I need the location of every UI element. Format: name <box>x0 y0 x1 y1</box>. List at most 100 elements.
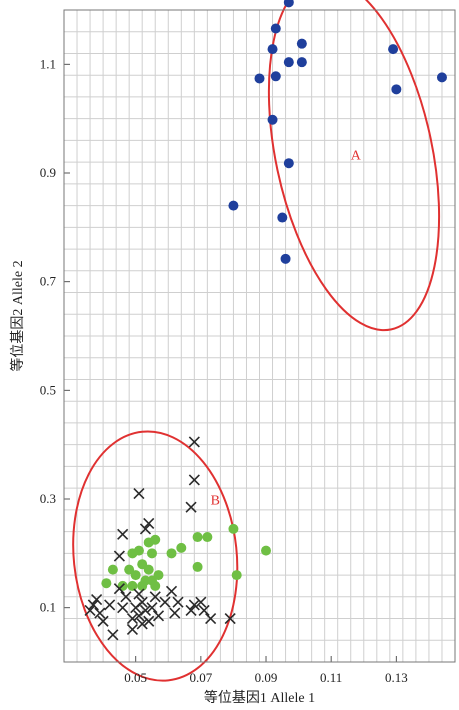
point-black-x <box>94 607 106 619</box>
point-blue <box>388 44 399 55</box>
point-black-x <box>139 523 152 535</box>
y-tick-label: 1.1 <box>40 56 56 71</box>
point-black-x <box>143 517 155 530</box>
point-blue <box>436 72 447 83</box>
x-tick-label: 0.09 <box>255 670 278 685</box>
point-green <box>153 570 164 581</box>
point-blue <box>267 44 278 55</box>
x-axis-label: 等位基因1 Allele 1 <box>204 689 315 706</box>
point-black-x-stroke <box>139 604 152 616</box>
point-green <box>127 580 138 591</box>
point-blue <box>296 57 307 68</box>
point-black-x-stroke <box>87 599 99 611</box>
point-green <box>107 564 118 575</box>
point-black-x-stroke <box>169 607 181 619</box>
point-black-x-stroke <box>94 607 106 619</box>
point-black-x <box>143 615 155 627</box>
point-black-x-stroke <box>113 550 125 562</box>
point-black-x <box>84 604 96 616</box>
point-blue <box>391 84 402 95</box>
point-blue <box>280 253 291 264</box>
point-blue <box>283 57 294 68</box>
point-black-x <box>104 599 116 611</box>
point-black-x-stroke <box>126 623 138 635</box>
point-black-x <box>159 596 171 608</box>
point-black-x <box>117 528 129 540</box>
point-black-x <box>195 596 207 608</box>
point-green <box>127 548 138 559</box>
point-black-x-stroke <box>188 599 200 611</box>
point-green <box>176 542 187 553</box>
axis-ticks: 0.05 0.07 0.09 0.11 0.13 0.1 0.3 0.5 0.7 0.9 1.1 <box>40 56 408 685</box>
point-black-x-stroke <box>172 596 184 608</box>
point-black-x <box>136 596 148 608</box>
x-tick-label: 0.05 <box>124 670 147 685</box>
point-black-x-stroke <box>91 593 103 606</box>
point-blue <box>270 71 281 82</box>
point-black-x <box>152 610 165 622</box>
point-black-x <box>224 612 236 625</box>
point-black-x <box>117 602 129 614</box>
point-blue <box>270 23 281 34</box>
y-tick-label: 0.5 <box>40 382 56 397</box>
point-black-x-stroke <box>133 588 145 600</box>
point-blue <box>283 158 294 169</box>
point-black-x <box>185 604 197 616</box>
point-black-x-stroke <box>117 602 129 614</box>
point-blue <box>228 200 239 211</box>
point-black-x <box>146 602 158 614</box>
point-black-x-stroke <box>198 604 210 616</box>
y-tick-label: 0.7 <box>40 274 57 289</box>
cluster-a-ellipse <box>267 0 441 332</box>
x-tick-label: 0.13 <box>385 670 408 685</box>
point-black-x <box>97 615 109 627</box>
point-black-x-stroke <box>149 591 161 603</box>
point-green <box>192 532 203 543</box>
point-black-x <box>149 591 161 603</box>
point-black-x <box>87 599 99 611</box>
point-black-x <box>185 501 197 513</box>
point-black-x-stroke <box>185 501 197 513</box>
point-green <box>146 548 157 559</box>
point-black-x-stroke <box>205 612 217 625</box>
point-black-x-stroke <box>185 604 197 616</box>
point-black-x-stroke <box>159 596 171 608</box>
point-black-x-stroke <box>146 602 158 614</box>
point-black-x <box>91 593 103 606</box>
point-black-x-stroke <box>188 474 200 486</box>
point-blue <box>254 73 265 84</box>
point-green <box>101 578 112 589</box>
point-green <box>150 534 161 545</box>
point-black-x <box>188 474 200 486</box>
point-black-x-stroke <box>133 488 145 500</box>
point-green <box>228 523 239 534</box>
point-black-x <box>172 596 184 608</box>
y-axis-label: 等位基因2 Allele 2 <box>9 260 26 371</box>
point-black-x-stroke <box>120 591 132 603</box>
cluster-b-ellipse <box>72 430 239 682</box>
point-black-x-stroke <box>143 615 155 627</box>
point-black-x-stroke <box>188 436 200 448</box>
point-black-x <box>120 591 132 603</box>
cluster-b-label: B <box>211 493 220 508</box>
point-black-x <box>113 583 125 595</box>
cluster-ellipses <box>72 0 441 682</box>
point-black-x <box>188 599 200 611</box>
point-blue <box>283 0 294 8</box>
point-black-x <box>126 612 138 625</box>
point-black-x <box>126 623 138 635</box>
point-black-x-stroke <box>107 629 119 641</box>
point-black-x <box>136 618 148 630</box>
point-green <box>143 564 154 575</box>
point-green <box>261 545 272 556</box>
point-black-x-stroke <box>195 596 207 608</box>
point-black-x-stroke <box>136 618 148 630</box>
point-black-x <box>169 607 181 619</box>
x-tick-label: 0.07 <box>189 670 212 685</box>
point-green <box>150 580 161 591</box>
point-green <box>192 561 203 572</box>
point-black-x <box>205 612 217 625</box>
point-black-x <box>139 604 152 616</box>
point-black-x <box>133 488 145 500</box>
point-green <box>166 548 177 559</box>
